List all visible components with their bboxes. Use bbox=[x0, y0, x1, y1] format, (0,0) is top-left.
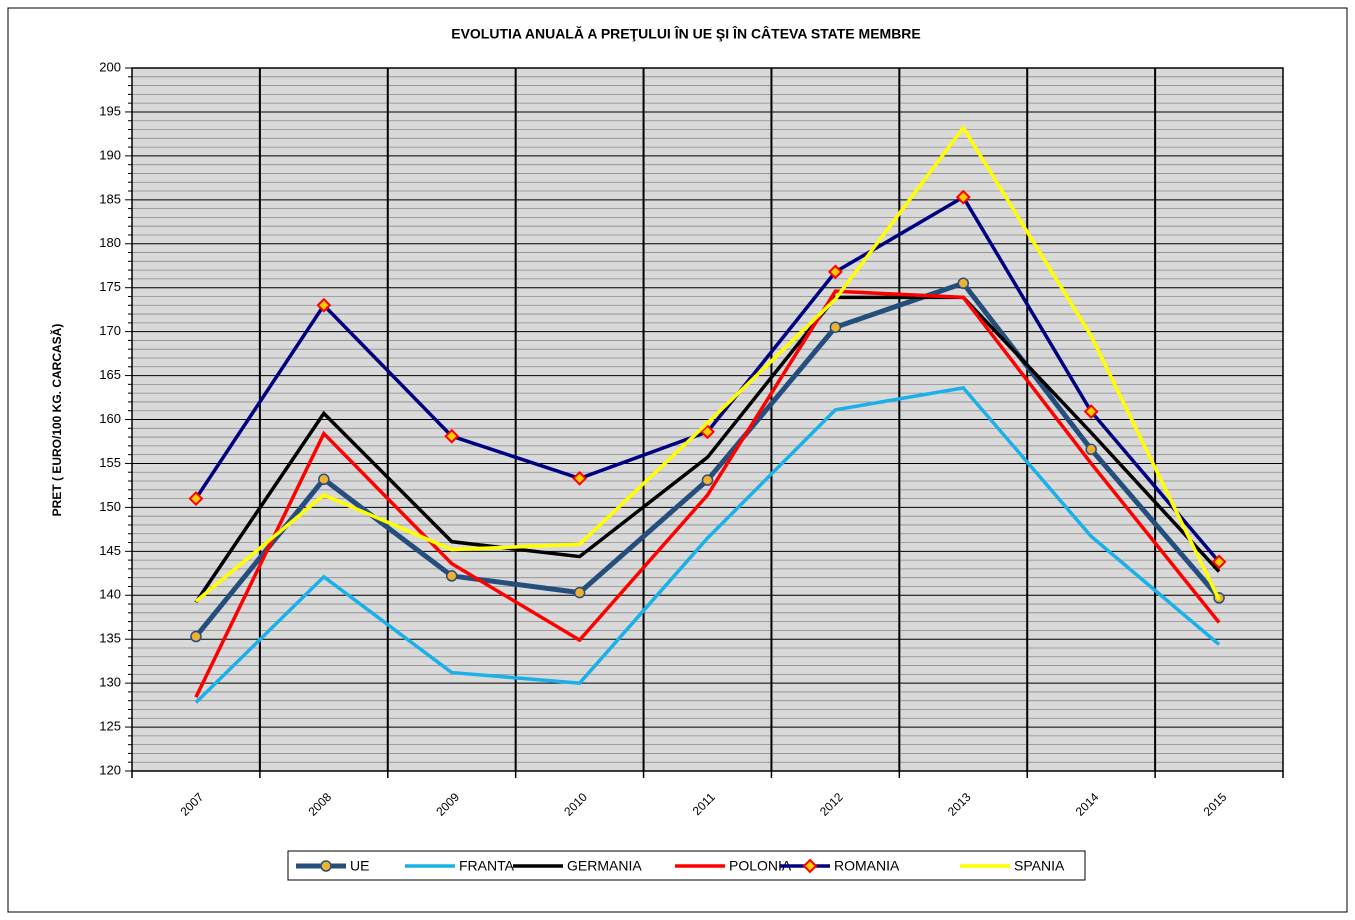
y-tick-label: 165 bbox=[99, 367, 121, 382]
y-tick-label: 155 bbox=[99, 455, 121, 470]
y-tick-label: 140 bbox=[99, 587, 121, 602]
series-marker bbox=[1211, 554, 1227, 570]
y-tick-label: 130 bbox=[99, 675, 121, 690]
series-marker bbox=[318, 473, 330, 486]
legend-label: ROMANIA bbox=[834, 858, 900, 874]
chart-title: EVOLUTIA ANUALĂ A PREŢULUI ÎN UE ŞI ÎN C… bbox=[451, 25, 921, 42]
y-tick-label: 180 bbox=[99, 235, 121, 250]
plot-border bbox=[131, 67, 1284, 772]
y-tick-label: 120 bbox=[99, 762, 121, 777]
series-line bbox=[194, 385, 1221, 704]
series-line bbox=[194, 124, 1221, 603]
series-marker bbox=[1083, 404, 1099, 420]
series-line bbox=[194, 295, 1221, 604]
series-marker bbox=[700, 424, 715, 440]
y-tick-label: 135 bbox=[99, 631, 121, 646]
y-tick-label: 125 bbox=[99, 719, 121, 734]
series-marker bbox=[957, 277, 970, 290]
legend-label: UE bbox=[350, 858, 369, 874]
series-marker bbox=[701, 474, 714, 486]
y-axis-label: PRET ( EURO/100 KG. CARCASĂ) bbox=[49, 324, 64, 517]
y-tick-label: 145 bbox=[99, 543, 121, 558]
y-tick-label: 175 bbox=[99, 279, 121, 294]
series-marker bbox=[188, 491, 204, 507]
y-tick-label: 160 bbox=[99, 411, 121, 426]
series-marker bbox=[827, 264, 843, 280]
series-marker bbox=[445, 570, 458, 582]
series-line bbox=[194, 289, 1221, 698]
y-tick-label: 200 bbox=[99, 59, 121, 74]
legend-marker bbox=[802, 858, 818, 874]
legend-label: SPANIA bbox=[1014, 858, 1065, 874]
legend-label: GERMANIA bbox=[567, 858, 642, 874]
series-marker bbox=[955, 189, 971, 205]
y-tick-label: 190 bbox=[99, 147, 121, 162]
y-tick-label: 195 bbox=[99, 103, 121, 118]
series-marker bbox=[190, 630, 202, 643]
legend-label: POLONIA bbox=[729, 858, 792, 874]
series-marker bbox=[444, 428, 460, 444]
legend-label: FRANTA bbox=[459, 858, 515, 874]
series-marker bbox=[316, 297, 332, 313]
y-tick-label: 150 bbox=[99, 499, 121, 514]
series-marker bbox=[572, 470, 588, 486]
series-marker bbox=[829, 321, 842, 333]
series-marker bbox=[573, 586, 586, 599]
y-tick-label: 185 bbox=[99, 191, 121, 206]
y-tick-label: 170 bbox=[99, 323, 121, 338]
series-marker bbox=[1085, 443, 1097, 456]
legend-marker bbox=[320, 860, 332, 872]
